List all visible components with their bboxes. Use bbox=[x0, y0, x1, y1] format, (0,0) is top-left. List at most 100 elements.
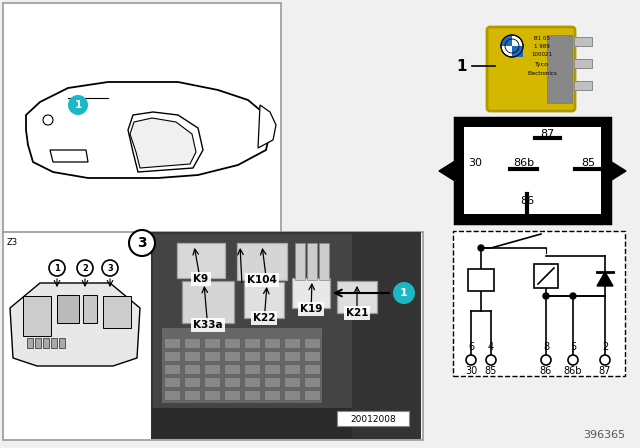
Text: 87: 87 bbox=[540, 129, 554, 139]
Bar bbox=[244, 364, 260, 374]
Text: 4: 4 bbox=[488, 342, 494, 352]
Bar bbox=[204, 338, 220, 348]
Bar bbox=[284, 377, 300, 387]
Bar bbox=[284, 351, 300, 361]
Bar bbox=[304, 364, 320, 374]
Circle shape bbox=[541, 355, 551, 365]
Circle shape bbox=[501, 35, 523, 57]
Bar bbox=[264, 364, 280, 374]
Bar bbox=[244, 351, 260, 361]
Bar bbox=[182, 281, 234, 323]
Bar bbox=[284, 338, 300, 348]
Bar bbox=[319, 243, 329, 280]
Bar bbox=[57, 295, 79, 323]
Text: 30: 30 bbox=[465, 366, 477, 376]
Bar bbox=[43, 338, 49, 348]
Bar bbox=[295, 243, 305, 280]
Polygon shape bbox=[50, 150, 88, 162]
Bar bbox=[468, 269, 494, 291]
Bar bbox=[337, 411, 409, 426]
Text: 1: 1 bbox=[54, 263, 60, 272]
Bar bbox=[264, 338, 280, 348]
Bar bbox=[352, 233, 420, 438]
Bar bbox=[224, 377, 240, 387]
Polygon shape bbox=[610, 161, 626, 181]
Bar bbox=[184, 364, 200, 374]
Bar bbox=[304, 351, 320, 361]
Bar bbox=[59, 338, 65, 348]
Text: 8: 8 bbox=[543, 342, 549, 352]
Bar bbox=[204, 351, 220, 361]
Bar bbox=[264, 377, 280, 387]
Text: Z3: Z3 bbox=[7, 238, 18, 247]
Circle shape bbox=[77, 260, 93, 276]
Bar bbox=[224, 338, 240, 348]
Polygon shape bbox=[439, 161, 455, 181]
Bar bbox=[51, 338, 57, 348]
Polygon shape bbox=[26, 82, 270, 178]
Circle shape bbox=[49, 260, 65, 276]
Text: 86: 86 bbox=[520, 196, 534, 206]
Bar bbox=[204, 377, 220, 387]
Bar bbox=[244, 282, 284, 318]
Circle shape bbox=[393, 282, 415, 304]
Bar bbox=[164, 364, 180, 374]
Bar bbox=[184, 390, 200, 400]
Text: 86b: 86b bbox=[564, 366, 582, 376]
Bar bbox=[103, 296, 131, 328]
Text: K9: K9 bbox=[193, 274, 209, 284]
Bar bbox=[177, 243, 225, 278]
Text: Tyco: Tyco bbox=[535, 62, 549, 67]
Circle shape bbox=[570, 293, 576, 299]
Bar bbox=[304, 390, 320, 400]
Text: 3: 3 bbox=[107, 263, 113, 272]
Text: B1 05: B1 05 bbox=[534, 36, 550, 41]
Bar bbox=[547, 35, 572, 103]
Text: 30: 30 bbox=[468, 158, 482, 168]
Bar bbox=[164, 338, 180, 348]
Text: 5: 5 bbox=[570, 342, 576, 352]
Circle shape bbox=[478, 245, 484, 251]
Text: 100021: 100021 bbox=[531, 52, 552, 57]
Bar bbox=[204, 364, 220, 374]
Bar bbox=[224, 364, 240, 374]
Text: 1 989: 1 989 bbox=[534, 44, 550, 49]
Polygon shape bbox=[258, 105, 276, 148]
Bar bbox=[162, 328, 322, 403]
Bar bbox=[3, 3, 281, 233]
Polygon shape bbox=[130, 118, 196, 168]
Bar bbox=[83, 295, 97, 323]
Text: 396365: 396365 bbox=[583, 430, 625, 440]
Bar bbox=[224, 390, 240, 400]
Bar bbox=[152, 408, 420, 438]
Text: 1: 1 bbox=[74, 100, 82, 110]
Text: K33a: K33a bbox=[193, 320, 223, 330]
Bar bbox=[292, 278, 330, 308]
Bar bbox=[164, 377, 180, 387]
Circle shape bbox=[600, 355, 610, 365]
Text: 86: 86 bbox=[540, 366, 552, 376]
Circle shape bbox=[568, 355, 578, 365]
Text: 6: 6 bbox=[468, 342, 474, 352]
Text: 85: 85 bbox=[485, 366, 497, 376]
Text: 1: 1 bbox=[400, 288, 408, 298]
Bar bbox=[574, 37, 592, 46]
Bar bbox=[3, 232, 423, 440]
Bar bbox=[284, 390, 300, 400]
Bar bbox=[244, 390, 260, 400]
Bar bbox=[152, 233, 420, 438]
Bar bbox=[574, 59, 592, 68]
Text: 2: 2 bbox=[82, 263, 88, 272]
Text: 20012008: 20012008 bbox=[350, 414, 396, 423]
Text: 85: 85 bbox=[581, 158, 595, 168]
Polygon shape bbox=[128, 112, 203, 172]
Text: K19: K19 bbox=[300, 304, 322, 314]
Bar bbox=[182, 281, 234, 323]
Bar bbox=[184, 351, 200, 361]
Text: K21: K21 bbox=[346, 308, 368, 318]
Bar bbox=[184, 338, 200, 348]
Bar bbox=[574, 81, 592, 90]
Text: 3: 3 bbox=[137, 236, 147, 250]
Bar bbox=[35, 338, 41, 348]
Bar bbox=[264, 390, 280, 400]
